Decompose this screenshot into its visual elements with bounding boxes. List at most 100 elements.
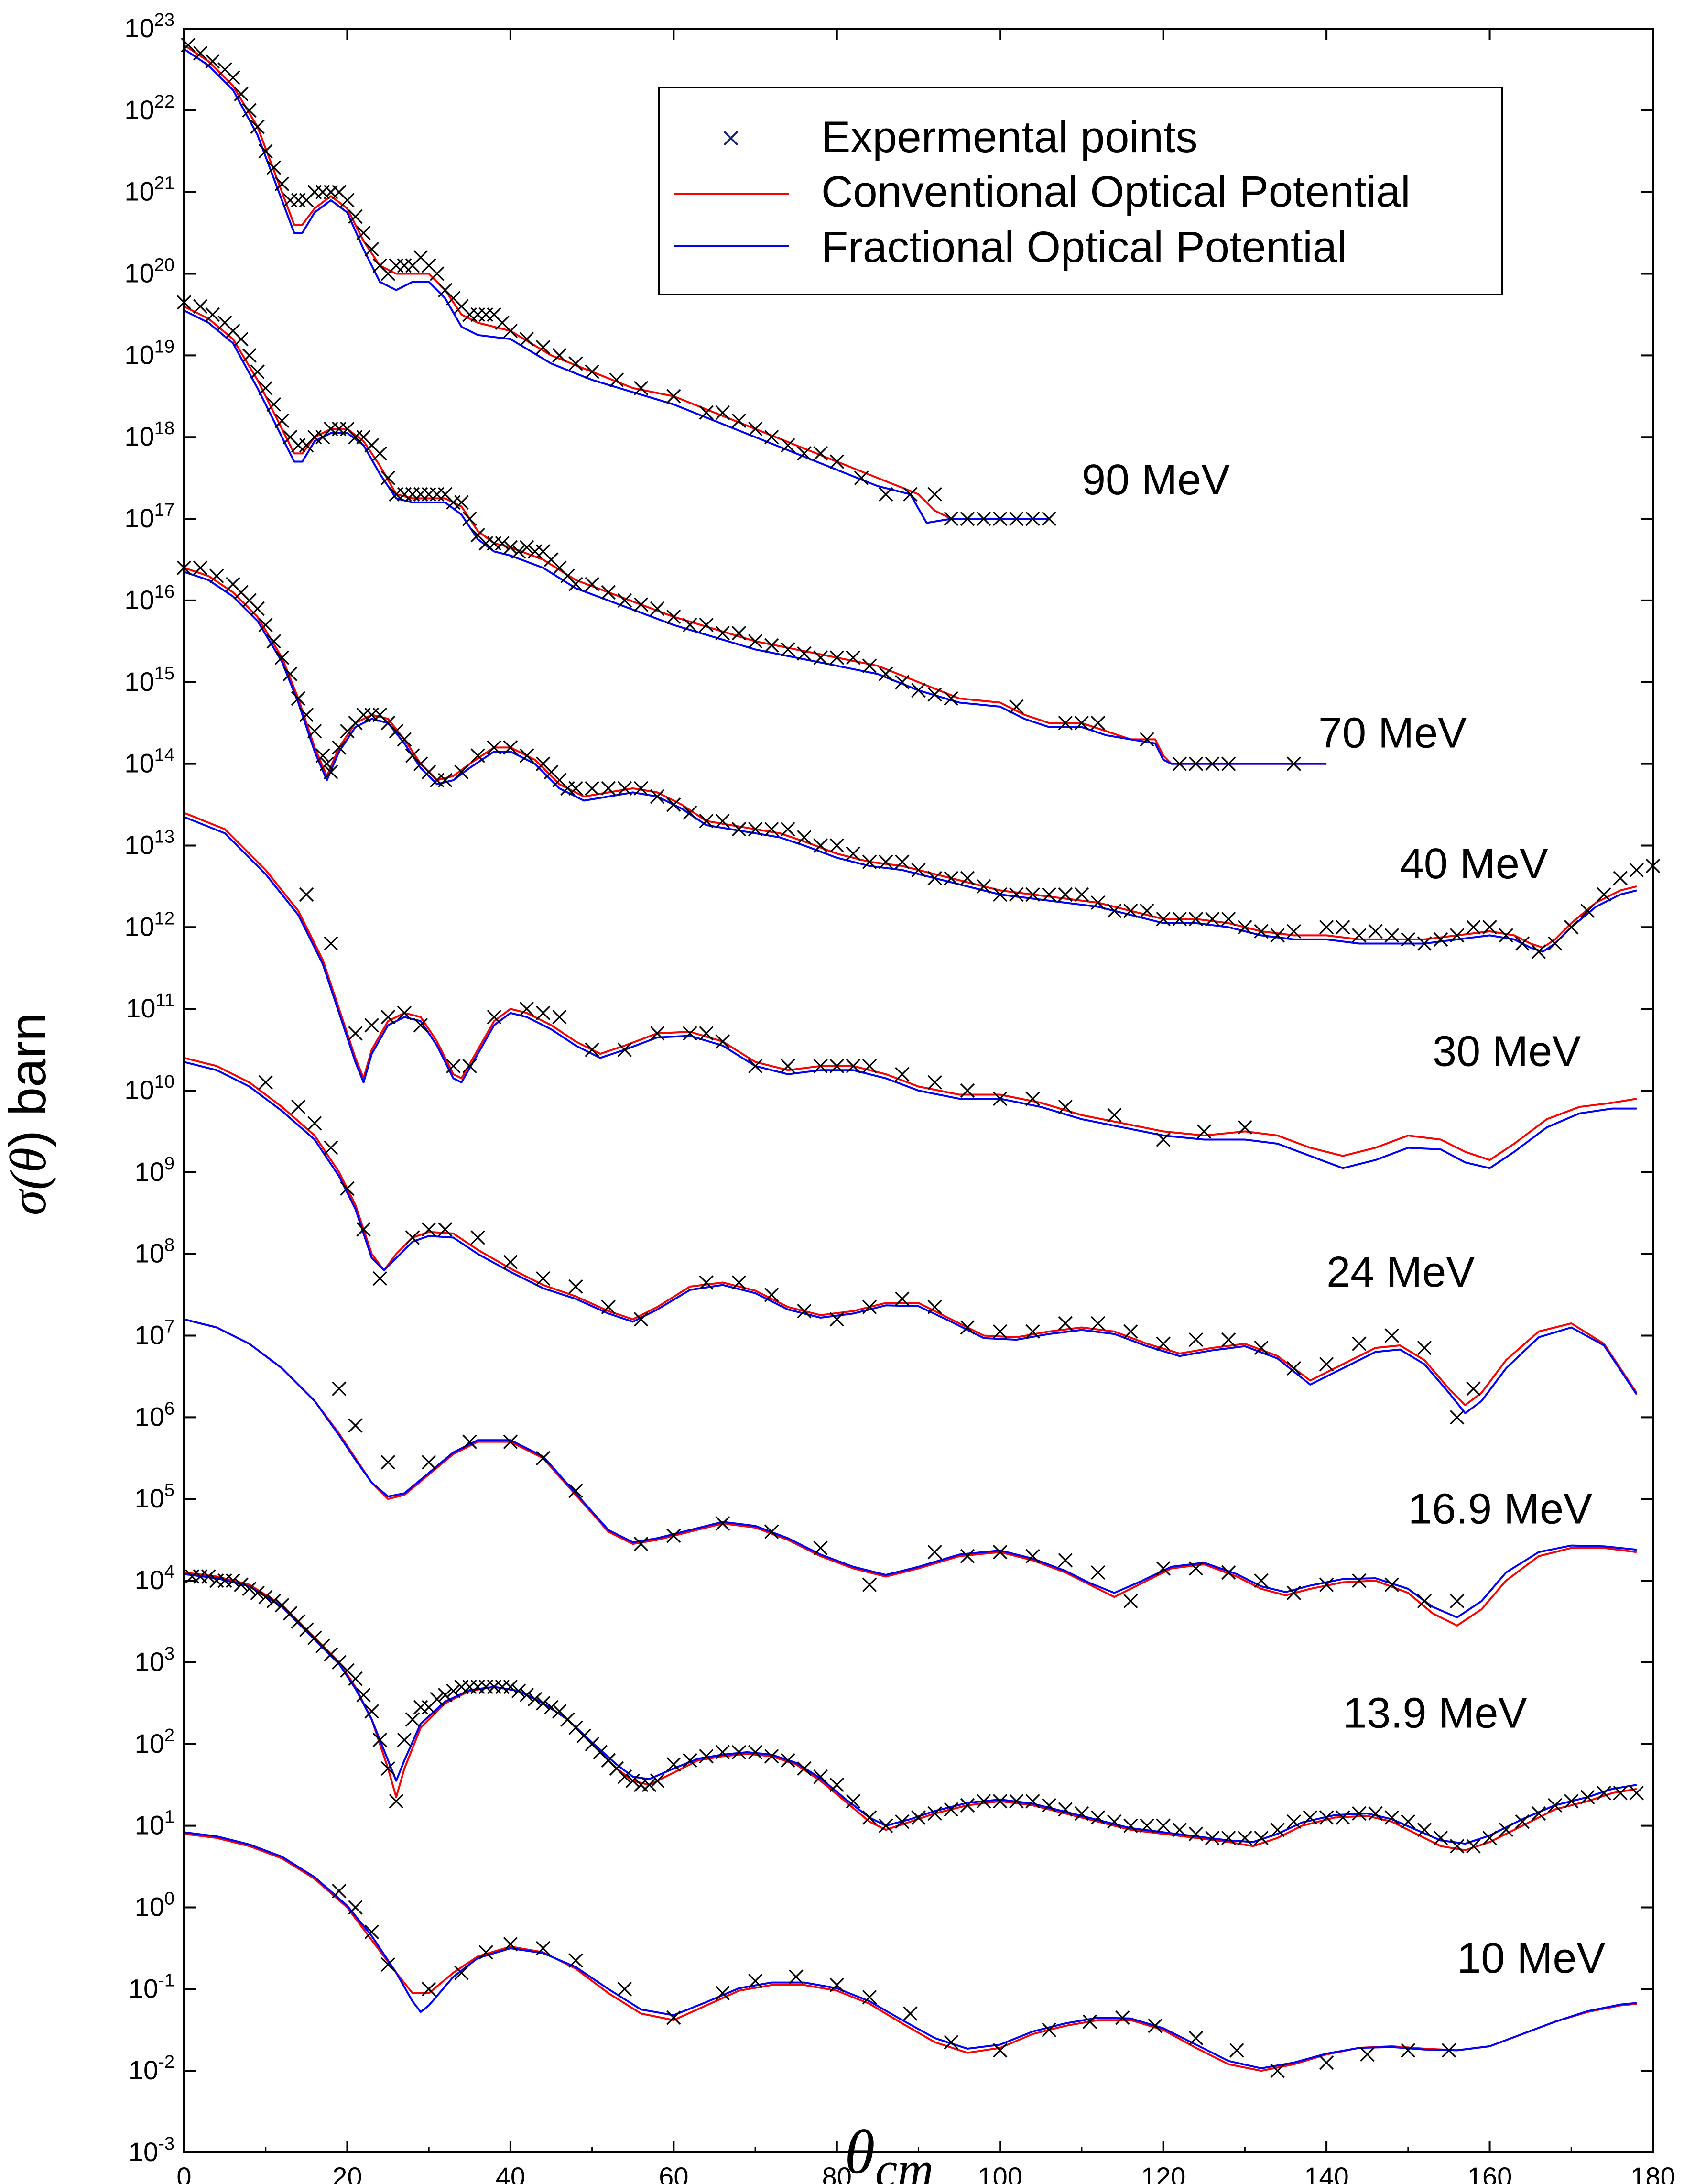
exp-point-90-mev-38 <box>503 323 518 339</box>
exp-point-16_9-mev-13 <box>862 1577 877 1592</box>
exp-point-13_9-mev-54 <box>625 1773 641 1788</box>
exp-point-40-mev-87 <box>1352 928 1367 943</box>
exp-point-40-mev-11 <box>291 691 306 706</box>
y-tick-label-20: 1020 <box>124 255 174 288</box>
exp-point-40-mev-46 <box>666 797 681 812</box>
x-tick-label-80: 80 <box>822 2162 852 2184</box>
exp-point-13_9-mev-71 <box>879 1818 893 1833</box>
exp-point-13_9-mev-7 <box>242 1582 257 1596</box>
exp-point-13_9-mev-77 <box>976 1794 991 1809</box>
exp-point-24-mev-22 <box>895 1291 910 1306</box>
exp-point-40-mev-53 <box>781 822 795 837</box>
exp-point-40-mev-72 <box>1090 895 1106 910</box>
exp-point-40-mev-17 <box>332 740 347 755</box>
exp-point-40-mev-69 <box>1042 887 1056 902</box>
exp-point-40-mev-100 <box>1564 920 1579 935</box>
exp-point-40-mev-75 <box>1140 904 1154 918</box>
exp-point-40-mev-63 <box>944 871 958 885</box>
y-tick-label--3: 10-3 <box>129 2134 174 2167</box>
exp-point-24-mev-35 <box>1319 1357 1334 1372</box>
exp-point-40-mev-64 <box>960 871 975 885</box>
exp-point-16_9-mev-17 <box>1025 1549 1040 1563</box>
exp-point-24-mev-33 <box>1254 1341 1269 1355</box>
exp-point-40-mev-16 <box>324 764 338 779</box>
exp-point-30-mev-8 <box>462 1059 477 1073</box>
exp-point-13_9-mev-86 <box>1123 1818 1138 1833</box>
exp-point-40-mev-2 <box>209 568 224 583</box>
exp-point-40-mev-55 <box>813 838 828 853</box>
exp-point-30-mev-19 <box>748 1059 763 1073</box>
conventional-curve-13_9-mev <box>184 1572 1637 1851</box>
exp-point-13_9-mev-5 <box>226 1573 240 1588</box>
exp-point-13_9-mev-94 <box>1254 1831 1269 1845</box>
exp-point-13_9-mev-67 <box>813 1769 828 1784</box>
exp-point-40-mev-52 <box>764 822 779 837</box>
exp-point-70-mev-72 <box>1074 716 1089 731</box>
exp-point-24-mev-34 <box>1286 1361 1301 1376</box>
exp-point-24-mev-11 <box>503 1255 518 1269</box>
exp-point-40-mev-77 <box>1172 912 1187 927</box>
exp-point-13_9-mev-115 <box>1597 1786 1611 1801</box>
exp-point-40-mev-48 <box>699 814 714 829</box>
exp-point-10-mev-24 <box>1188 2031 1204 2045</box>
exp-point-13_9-mev-69 <box>846 1794 861 1809</box>
exp-point-70-mev-55 <box>715 626 730 641</box>
exp-point-10-mev-1 <box>348 1900 363 1915</box>
y-tick-label-17: 1017 <box>124 500 174 533</box>
exp-point-40-mev-83 <box>1270 928 1285 943</box>
exp-point-90-mev-61 <box>960 511 975 526</box>
exp-point-40-mev-94 <box>1466 920 1481 935</box>
exp-point-24-mev-28 <box>1090 1316 1106 1331</box>
x-tick-label-40: 40 <box>496 2162 525 2184</box>
exp-point-70-mev-39 <box>511 544 526 559</box>
exp-point-70-mev-54 <box>699 618 714 633</box>
exp-point-10-mev-25 <box>1229 2043 1244 2058</box>
exp-point-24-mev-8 <box>422 1222 436 1237</box>
exp-point-90-mev-42 <box>568 356 583 371</box>
exp-point-30-mev-0 <box>299 887 314 902</box>
exp-point-90-mev-21 <box>364 242 379 257</box>
exp-point-10-mev-3 <box>380 1957 395 1972</box>
exp-point-90-mev-43 <box>585 364 599 379</box>
exp-point-30-mev-15 <box>650 1026 665 1041</box>
exp-point-40-mev-32 <box>470 748 485 763</box>
exp-point-30-mev-24 <box>862 1059 877 1073</box>
exp-point-10-mev-13 <box>748 1974 763 1988</box>
y-tick-label-22: 1022 <box>124 92 174 125</box>
exp-point-13_9-mev-106 <box>1450 1839 1465 1854</box>
exp-point-13_9-mev-27 <box>405 1712 420 1727</box>
exp-point-13_9-mev-101 <box>1368 1806 1383 1821</box>
exp-point-40-mev-58 <box>862 854 877 869</box>
exp-point-40-mev-25 <box>397 732 412 747</box>
exp-point-70-mev-9 <box>266 397 281 412</box>
exp-point-90-mev-52 <box>781 438 795 453</box>
exp-point-90-mev-59 <box>927 487 942 502</box>
exp-point-90-mev-64 <box>1009 511 1024 526</box>
y-axis-title: σ(θ) barn <box>0 1013 57 1215</box>
exp-point-24-mev-1 <box>291 1100 306 1114</box>
exp-point-40-mev-85 <box>1319 920 1334 935</box>
exp-point-40-mev-82 <box>1254 924 1269 939</box>
exp-point-30-mev-29 <box>1025 1091 1040 1106</box>
exp-point-70-mev-58 <box>764 638 779 653</box>
exp-point-70-mev-40 <box>519 540 534 555</box>
exp-point-40-mev-8 <box>266 634 281 649</box>
exp-point-13_9-mev-111 <box>1531 1806 1546 1821</box>
exp-point-16_9-mev-5 <box>503 1434 518 1449</box>
y-tick-label-10: 1010 <box>124 1072 174 1105</box>
exp-point-16_9-mev-12 <box>813 1540 828 1555</box>
exp-point-40-mev-62 <box>927 871 942 885</box>
exp-point-40-mev-73 <box>1107 904 1122 918</box>
exp-point-30-mev-5 <box>397 1005 412 1020</box>
energy-label-16_9-mev: 16.9 MeV <box>1408 1485 1592 1533</box>
exp-point-30-mev-27 <box>960 1083 975 1098</box>
exp-point-40-mev-34 <box>503 740 518 755</box>
exp-point-16_9-mev-25 <box>1286 1585 1301 1600</box>
exp-point-13_9-mev-57 <box>650 1773 665 1788</box>
exp-point-40-mev-74 <box>1123 904 1138 918</box>
exp-point-90-mev-8 <box>258 144 273 159</box>
exp-point-30-mev-6 <box>413 1018 428 1033</box>
exp-point-40-mev-57 <box>846 846 861 861</box>
exp-point-13_9-mev-107 <box>1466 1839 1481 1854</box>
exp-point-90-mev-19 <box>348 209 363 224</box>
